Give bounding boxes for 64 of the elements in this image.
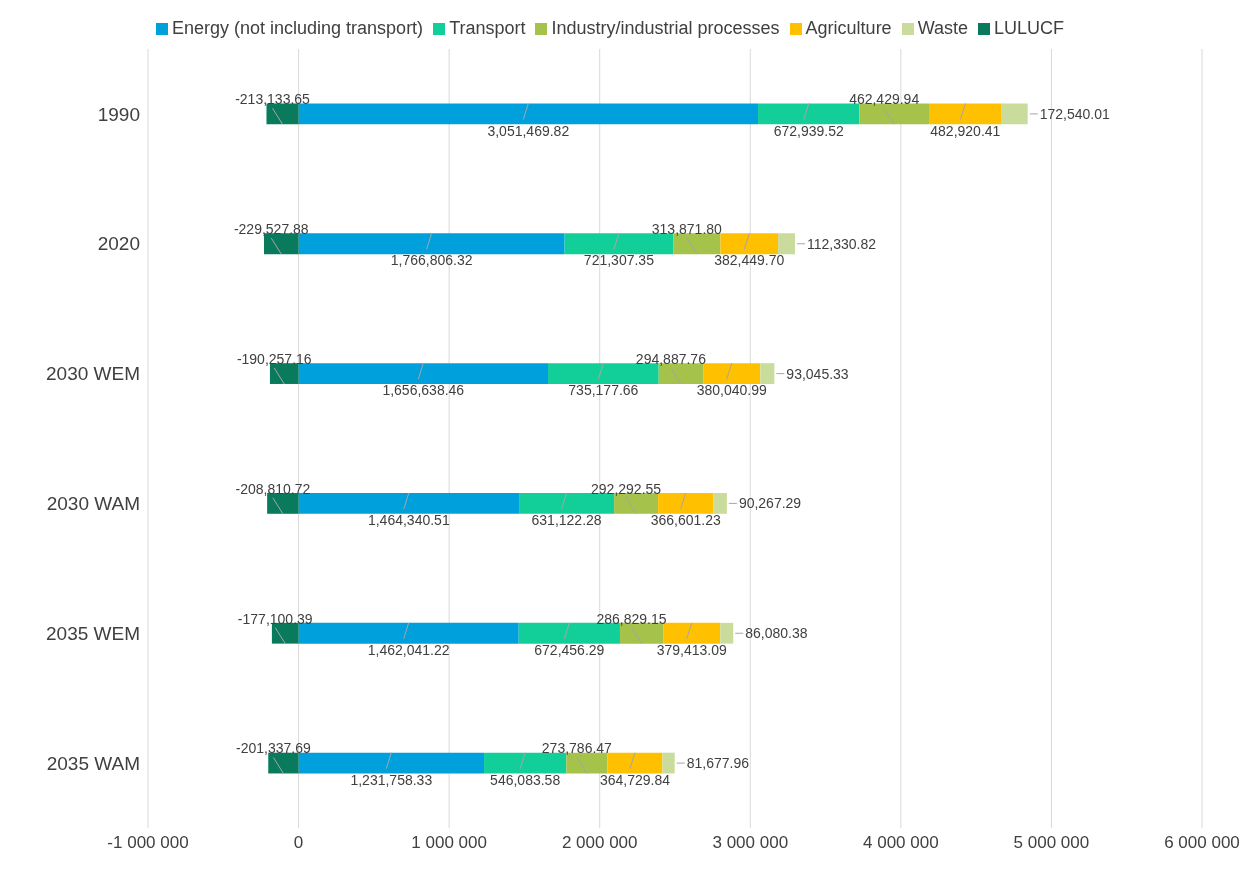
data-label: 672,939.52 xyxy=(773,122,844,139)
data-label: 366,601.23 xyxy=(650,512,721,529)
y-tick-label: 1990 xyxy=(97,103,140,125)
x-tick-label: 0 xyxy=(293,833,304,853)
data-label: -177,100.39 xyxy=(237,610,313,627)
data-label: -229,527.88 xyxy=(233,221,309,238)
data-label: 93,045.33 xyxy=(786,365,849,382)
data-label: 1,462,041.22 xyxy=(367,641,450,658)
data-label: 3,051,469.82 xyxy=(487,122,570,139)
y-tick-label: 2030 WEM xyxy=(46,363,140,385)
y-tick-label: 2030 WAM xyxy=(46,493,140,515)
data-label: 294,887.76 xyxy=(635,350,707,367)
bar xyxy=(713,493,727,514)
data-label: 364,729.84 xyxy=(599,771,671,788)
data-label: -190,257.16 xyxy=(236,350,312,367)
data-label: 631,122.28 xyxy=(531,512,602,529)
data-label: 382,449.70 xyxy=(714,252,785,269)
data-label: 1,656,638.46 xyxy=(382,382,465,399)
legend-label: LULUCF xyxy=(993,18,1064,39)
data-label: -208,810.72 xyxy=(235,480,311,497)
data-label: 1,464,340.51 xyxy=(367,512,450,529)
data-label: 273,786.47 xyxy=(541,740,613,757)
y-tick-label: 2035 WEM xyxy=(46,622,140,644)
bar xyxy=(1001,103,1028,125)
x-tick-label: 4 000 000 xyxy=(863,833,939,853)
x-tick-label: 1 000 000 xyxy=(411,833,487,853)
legend-label: Transport xyxy=(448,18,526,39)
data-label: -213,133.65 xyxy=(235,91,311,108)
data-label: 672,456.29 xyxy=(534,641,605,658)
data-label: 482,920.41 xyxy=(930,122,1001,139)
y-tick-label: 2020 xyxy=(97,233,140,255)
data-label: 1,231,758.33 xyxy=(350,771,433,788)
y-tick-label: 2035 WAM xyxy=(46,752,140,774)
data-label: 112,330.82 xyxy=(806,235,877,252)
bar xyxy=(720,233,779,255)
data-label: 380,040.99 xyxy=(696,382,767,399)
data-label: 292,292.55 xyxy=(591,480,662,497)
legend-label: Industry/industrial processes xyxy=(550,18,780,39)
data-label: 90,267.29 xyxy=(738,495,802,512)
data-label: 721,307.35 xyxy=(583,252,655,269)
data-label: 286,829.15 xyxy=(596,610,667,627)
bar xyxy=(778,233,795,255)
data-label: 1,766,806.32 xyxy=(390,252,473,269)
data-label: 546,083.58 xyxy=(490,771,561,788)
x-tick-label: 2 000 000 xyxy=(561,833,638,853)
data-label: 313,871.80 xyxy=(651,221,723,238)
data-label: 172,540.01 xyxy=(1039,105,1110,122)
bar xyxy=(662,752,675,774)
bar xyxy=(928,103,1002,125)
bar xyxy=(760,363,775,384)
data-label: 462,429.94 xyxy=(849,91,920,108)
legend-label: Energy (not including transport) xyxy=(171,18,424,39)
x-tick-label: -1 000 000 xyxy=(107,833,189,853)
data-label: 86,080.38 xyxy=(745,625,808,642)
data-label: 735,177.66 xyxy=(568,382,639,399)
legend-label: Agriculture xyxy=(804,18,892,39)
x-tick-label: 5 000 000 xyxy=(1013,833,1090,853)
data-label: -201,337.69 xyxy=(236,740,311,757)
bar xyxy=(720,622,734,644)
x-tick-label: 3 000 000 xyxy=(712,833,789,853)
x-tick-label: 6 000 000 xyxy=(1164,833,1240,853)
data-label: 379,413.09 xyxy=(656,641,727,658)
data-label: 81,677.96 xyxy=(686,755,750,772)
legend-label: Waste xyxy=(916,18,968,39)
